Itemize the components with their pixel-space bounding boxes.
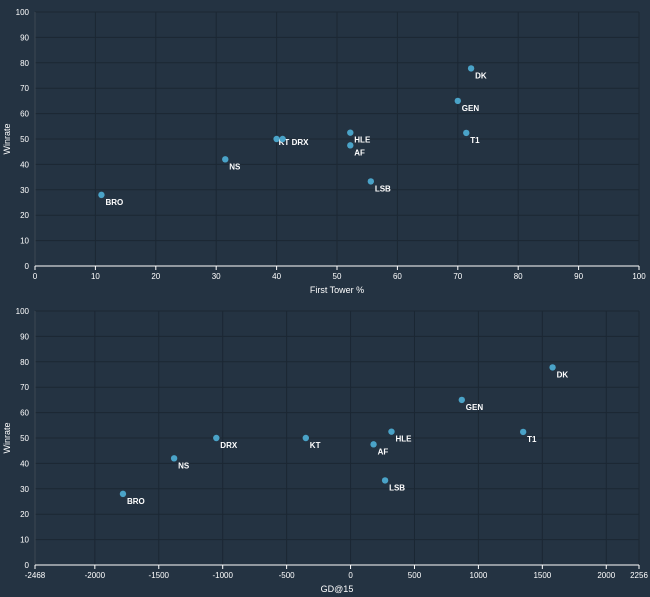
point-label-ns: NS [178, 461, 190, 470]
y-tick-label: 30 [20, 186, 29, 195]
y-tick-label: 100 [16, 8, 30, 17]
data-point-kt[interactable] [302, 434, 310, 442]
x-tick-label: 2256 [630, 571, 648, 580]
point-label-dk: DK [557, 370, 569, 379]
x-tick-label: 90 [574, 272, 583, 281]
point-label-dk: DK [475, 71, 487, 80]
point-label-af: AF [378, 447, 389, 456]
y-tick-label: 80 [20, 358, 29, 367]
y-axis-title: Winrate [2, 422, 12, 453]
x-tick-label: 0 [33, 272, 38, 281]
scatter-chart-1: 0 10 20 30 40 50 60 70 80 90 100 0 10 20 30 40 50 60 70 80 9… [2, 8, 646, 295]
point-label-t1: T1 [470, 136, 480, 145]
x-tick-label: -500 [279, 571, 296, 580]
y-tick-label: 0 [25, 561, 30, 570]
y-tick-label: 70 [20, 383, 29, 392]
point-label-ns: NS [229, 162, 241, 171]
data-point-drx[interactable] [213, 434, 220, 442]
y-tick-label: 80 [20, 59, 29, 68]
x-tick-label: 50 [333, 272, 342, 281]
data-point-drx[interactable] [279, 135, 286, 143]
point-label-bro: BRO [105, 198, 123, 207]
y-tick-label: 20 [20, 510, 29, 519]
x-tick-label: 100 [632, 272, 646, 281]
point-label-lsb: LSB [375, 184, 391, 193]
data-point-hle[interactable] [347, 129, 354, 136]
point-label-t1: T1 [527, 435, 537, 444]
x-tick-label: -1500 [149, 571, 170, 580]
x-tick-label: 1000 [470, 571, 488, 580]
point-label-bro: BRO [127, 497, 145, 506]
data-point-dk[interactable] [549, 364, 556, 371]
data-point-t1[interactable] [519, 428, 527, 436]
x-tick-label: 2000 [597, 571, 615, 580]
y-tick-label: 50 [20, 135, 29, 144]
x-axis-title: First Tower % [310, 285, 364, 295]
y-tick-label: 100 [16, 307, 30, 316]
x-tick-label: -2468 [25, 571, 46, 580]
x-tick-label: 60 [393, 272, 402, 281]
data-point-dk[interactable] [467, 65, 475, 72]
y-tick-label: 70 [20, 84, 29, 93]
x-axis-title: GD@15 [321, 584, 354, 594]
data-point-bro[interactable] [98, 191, 105, 199]
x-tick-label: 70 [453, 272, 462, 281]
y-tick-label: 40 [20, 459, 29, 468]
data-point-lsb[interactable] [367, 178, 375, 185]
data-point-hle[interactable] [388, 428, 395, 435]
point-label-gen: GEN [466, 403, 484, 412]
data-point-kt[interactable] [273, 135, 280, 143]
x-tick-label: 10 [91, 272, 100, 281]
point-label-drx: DRX [220, 441, 238, 450]
scatter-chart-2: 0 10 20 30 40 50 60 70 80 90 100 -2468 -2000 -1500 -10… [2, 307, 648, 594]
data-point-gen[interactable] [458, 396, 465, 404]
x-tick-label: 30 [212, 272, 221, 281]
x-tick-label: 40 [272, 272, 281, 281]
data-point-af[interactable] [370, 441, 377, 448]
x-tick-label: -1000 [212, 571, 233, 580]
y-tick-label: 20 [20, 211, 29, 220]
data-point-ns[interactable] [222, 156, 229, 163]
x-tick-label: 0 [348, 571, 353, 580]
point-label-drx: DRX [292, 138, 310, 147]
y-tick-label: 0 [25, 262, 30, 271]
point-label-af: AF [354, 148, 365, 157]
y-tick-label: 60 [20, 409, 29, 418]
x-tick-label: 1500 [533, 571, 551, 580]
data-point-af[interactable] [347, 142, 354, 149]
data-point-gen[interactable] [454, 97, 461, 105]
data-point-t1[interactable] [463, 129, 470, 137]
y-tick-label: 10 [20, 237, 29, 246]
point-label-lsb: LSB [389, 483, 405, 492]
x-tick-label: 20 [151, 272, 160, 281]
y-tick-label: 30 [20, 485, 29, 494]
point-label-hle: HLE [354, 136, 371, 145]
y-tick-label: 40 [20, 160, 29, 169]
point-label-gen: GEN [462, 104, 480, 113]
y-tick-label: 90 [20, 332, 29, 341]
point-label-hle: HLE [395, 435, 412, 444]
data-point-ns[interactable] [170, 455, 178, 462]
y-tick-label: 90 [20, 33, 29, 42]
x-tick-label: 500 [408, 571, 422, 580]
y-axis-title: Winrate [2, 123, 12, 154]
y-tick-label: 60 [20, 110, 29, 119]
y-tick-label: 10 [20, 536, 29, 545]
x-tick-label: 80 [514, 272, 523, 281]
y-tick-label: 50 [20, 434, 29, 443]
point-label-kt: KT [279, 138, 290, 147]
point-label-kt: KT [310, 441, 321, 450]
x-tick-label: -2000 [85, 571, 106, 580]
data-point-bro[interactable] [119, 490, 127, 498]
data-point-lsb[interactable] [381, 477, 389, 484]
